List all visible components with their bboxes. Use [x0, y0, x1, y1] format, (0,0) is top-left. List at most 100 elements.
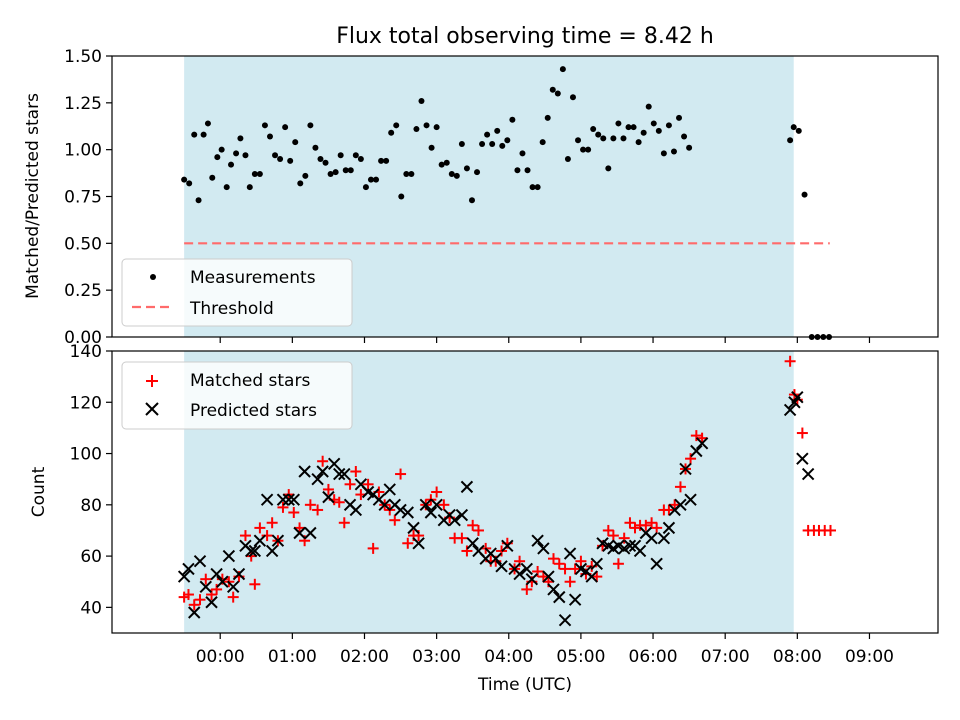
measurement-point [443, 159, 450, 166]
matched-star-point [532, 565, 544, 577]
measurement-point [600, 135, 607, 142]
matched-star-point [261, 530, 273, 542]
measurement-point [670, 148, 677, 155]
measurement-point [610, 135, 617, 142]
measurement-point [564, 156, 571, 163]
measurement-point [383, 157, 390, 164]
matched-star-point [254, 522, 266, 534]
predicted-star-point [495, 560, 508, 573]
predicted-star-point [801, 467, 815, 481]
predicted-star-point [455, 508, 469, 522]
top-legend: Measurements Threshold [121, 258, 353, 327]
measurement-point [393, 122, 400, 129]
predicted-star-point [520, 562, 534, 576]
matched-star-point [333, 496, 345, 508]
matched-star-point [472, 524, 484, 536]
predicted-star-point [796, 452, 809, 465]
predicted-star-point [298, 465, 311, 478]
measurement-point [186, 180, 193, 187]
predicted-star-point [193, 555, 207, 568]
matched-star-point [312, 504, 324, 516]
measurement-point [297, 180, 304, 187]
bottom-y-tick-label: 80 [80, 496, 102, 516]
bottom-y-axis-label: Count [29, 466, 49, 517]
bottom-y-tick-label: 120 [70, 393, 102, 413]
measurement-point [509, 116, 516, 123]
measurement-point [660, 150, 667, 157]
predicted-star-point [563, 547, 577, 560]
predicted-star-point [327, 457, 341, 471]
matched-star-point [402, 537, 414, 549]
matched-star-point [239, 530, 251, 542]
measurement-point [801, 191, 808, 198]
measurement-point [307, 122, 314, 129]
measurement-point [251, 171, 258, 178]
top-panel: Flux total observing time = 8.42 h 0.000… [23, 24, 939, 348]
predicted-star-point [448, 513, 461, 527]
matched-star-point [395, 468, 407, 480]
predicted-star-point [783, 403, 797, 417]
measurement-point [337, 152, 344, 159]
predicted-star-point [304, 526, 317, 540]
measurement-point [357, 156, 364, 163]
measurement-point [204, 120, 211, 127]
measurement-point [195, 197, 202, 204]
matched-star-point [547, 553, 559, 565]
matched-star-point [367, 542, 379, 554]
predicted-star-point [316, 465, 329, 478]
measurement-point [228, 161, 235, 168]
measurement-point [539, 139, 546, 146]
measurement-point [438, 161, 445, 168]
matched-star-point [182, 589, 194, 601]
count-points [177, 355, 837, 627]
measurement-point [524, 167, 531, 174]
top-y-tick-label: 0.00 [64, 328, 102, 348]
predicted-star-point [690, 444, 703, 458]
predicted-star-point [205, 596, 218, 609]
legend-measurements-label: Measurements [190, 268, 316, 288]
predicted-star-point [271, 534, 285, 547]
measurement-point [569, 94, 576, 101]
predicted-star-point [590, 557, 603, 570]
predicted-star-point [623, 539, 637, 553]
measurement-point [494, 127, 501, 134]
measurement-point [549, 86, 556, 93]
matched-star-point [796, 427, 808, 439]
measurement-point [650, 120, 657, 127]
predicted-star-point [383, 483, 396, 496]
matched-star-point [249, 578, 261, 590]
matched-star-point [245, 550, 257, 562]
predicted-star-point [276, 493, 290, 506]
measurement-point [458, 141, 465, 148]
measurement-point [484, 131, 491, 138]
measurement-point [352, 152, 359, 159]
matched-star-point [696, 432, 708, 444]
top-y-tick-label: 0.75 [64, 188, 102, 208]
matched-star-point [266, 517, 278, 529]
measurement-point [504, 137, 511, 144]
predicted-star-point [222, 549, 236, 563]
predicted-star-point [282, 493, 295, 506]
top-y-ticks: 0.00 0.25 0.50 0.75 1.00 1.25 1.50 [64, 47, 112, 348]
matched-star-point [461, 545, 473, 557]
measurement-point [463, 165, 470, 172]
measurement-point [795, 127, 802, 134]
predicted-star-point [684, 493, 697, 506]
measurement-point [585, 146, 592, 153]
matched-star-point [575, 555, 587, 567]
predicted-star-point [293, 526, 306, 540]
predicted-star-point [460, 480, 474, 494]
measurement-point [474, 169, 481, 176]
matched-star-point [607, 530, 619, 542]
matched-star-point [629, 522, 641, 534]
predicted-star-point [568, 593, 582, 606]
measurement-point [327, 171, 334, 178]
x-tick-label: 00:00 [196, 647, 245, 667]
predicted-star-point [633, 544, 647, 558]
predicted-star-point [260, 493, 274, 506]
x-tick-label: 02:00 [340, 647, 389, 667]
predicted-star-point [679, 462, 692, 476]
measurement-point [282, 124, 289, 131]
measurement-point [277, 156, 284, 163]
